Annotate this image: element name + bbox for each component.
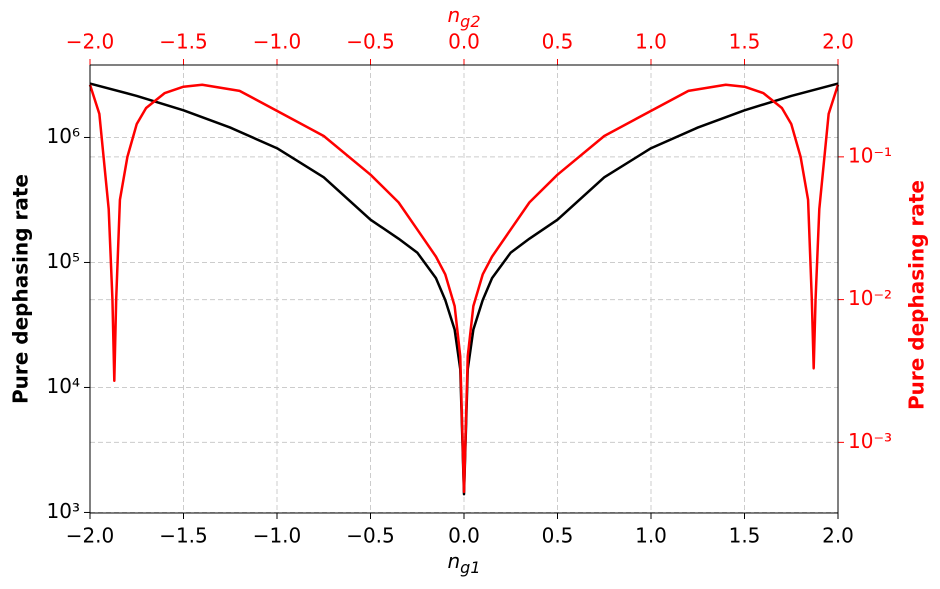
x2-tick-label: 1.0: [635, 30, 667, 54]
x-tick-label: 2.0: [822, 524, 854, 548]
data-line: [88, 83, 840, 494]
y-tick-label: 10⁶: [47, 124, 80, 148]
y2-axis-label: Pure dephasing rate: [905, 180, 929, 410]
x2-axis-label-sub: g2: [460, 12, 480, 31]
x2-tick-label: 0.0: [448, 30, 480, 54]
y2-tick-label: 10⁻²: [848, 286, 892, 310]
x2-tick-label: 2.0: [822, 30, 854, 54]
x-tick-label: −2.0: [66, 524, 115, 548]
x2-axis-label-main: n: [447, 3, 460, 27]
x2-axis-label: ng2: [447, 3, 480, 31]
x2-tick-label: −0.5: [346, 30, 395, 54]
x-axis-label-main: n: [447, 549, 460, 573]
x-axis-label: ng1: [447, 549, 480, 577]
y-axis-label: Pure dephasing rate: [9, 174, 33, 404]
x-tick-label: 0.0: [448, 524, 480, 548]
data-line: [89, 82, 839, 496]
y2-tick-label: 10⁻¹: [848, 143, 892, 167]
y-tick-label: 10⁴: [47, 374, 80, 398]
x-axis-label-sub: g1: [460, 558, 480, 577]
x-tick-label: −0.5: [346, 524, 395, 548]
x-tick-label: 1.0: [635, 524, 667, 548]
x2-tick-label: −2.0: [66, 30, 115, 54]
x-tick-label: 1.5: [729, 524, 761, 548]
x2-tick-label: −1.5: [159, 30, 208, 54]
x-tick-label: −1.5: [159, 524, 208, 548]
x-tick-label: 0.5: [542, 524, 574, 548]
x-tick-label: −1.0: [253, 524, 302, 548]
x2-tick-label: −1.0: [253, 30, 302, 54]
x2-tick-label: 0.5: [542, 30, 574, 54]
y-tick-label: 10⁵: [47, 249, 80, 273]
x2-tick-label: 1.5: [729, 30, 761, 54]
y-tick-label: 10³: [47, 499, 80, 523]
y2-tick-label: 10⁻³: [848, 429, 892, 453]
